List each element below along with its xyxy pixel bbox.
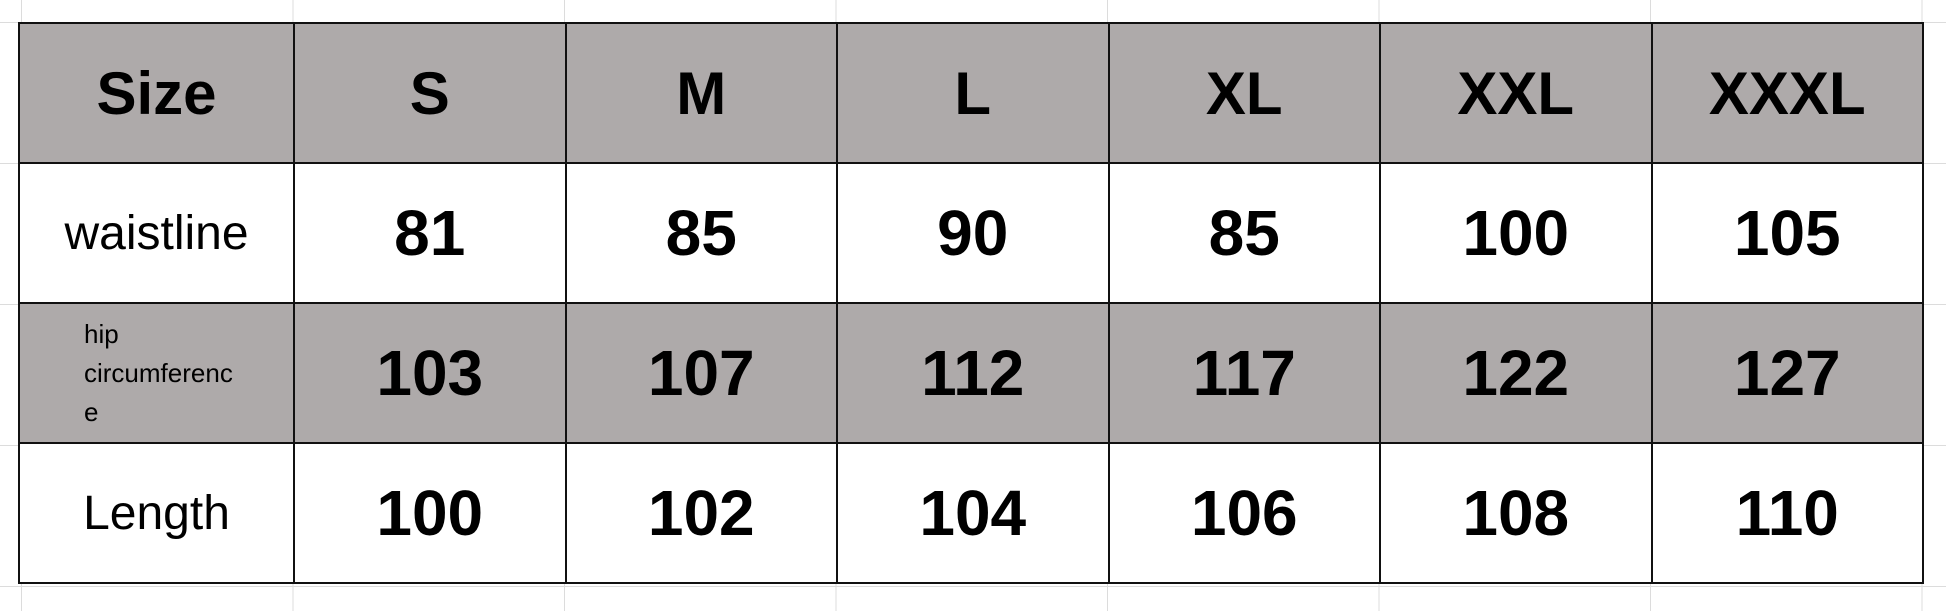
table-cell: 90 <box>836 162 1110 304</box>
row-label-line: circumference <box>84 357 233 427</box>
row-label: hip circumference <box>18 302 295 444</box>
table-cell: 100 <box>293 442 567 584</box>
header-size: Size <box>18 22 295 164</box>
table-cell: 127 <box>1650 302 1924 444</box>
table-cell: 107 <box>564 302 838 444</box>
row-label: Length <box>18 442 295 584</box>
table-cell: 85 <box>564 162 838 304</box>
table-cell: 122 <box>1379 302 1653 444</box>
row-label-line: hip <box>84 318 119 349</box>
size-chart-table: Size S M L XL XXL XXXL waistline 81 85 9… <box>18 22 1924 584</box>
table-cell: 108 <box>1379 442 1653 584</box>
table-cell: 102 <box>564 442 838 584</box>
header-xl: XL <box>1107 22 1381 164</box>
header-xxxl: XXXL <box>1650 22 1924 164</box>
table-cell: 105 <box>1650 162 1924 304</box>
table-row-waistline: waistline 81 85 90 85 100 105 <box>18 162 1924 304</box>
row-label-text: hip circumference <box>20 315 234 432</box>
table-cell: 112 <box>836 302 1110 444</box>
table-cell: 100 <box>1379 162 1653 304</box>
table-cell: 103 <box>293 302 567 444</box>
table-row-hip: hip circumference 103 107 112 117 122 12… <box>18 302 1924 444</box>
row-label: waistline <box>18 162 295 304</box>
header-l: L <box>836 22 1110 164</box>
table-cell: 106 <box>1107 442 1381 584</box>
header-row: Size S M L XL XXL XXXL <box>18 22 1924 164</box>
header-xxl: XXL <box>1379 22 1653 164</box>
table-cell: 117 <box>1107 302 1381 444</box>
table-row-length: Length 100 102 104 106 108 110 <box>18 442 1924 584</box>
table-cell: 110 <box>1650 442 1924 584</box>
header-m: M <box>564 22 838 164</box>
table-cell: 85 <box>1107 162 1381 304</box>
table-cell: 104 <box>836 442 1110 584</box>
table-cell: 81 <box>293 162 567 304</box>
header-s: S <box>293 22 567 164</box>
